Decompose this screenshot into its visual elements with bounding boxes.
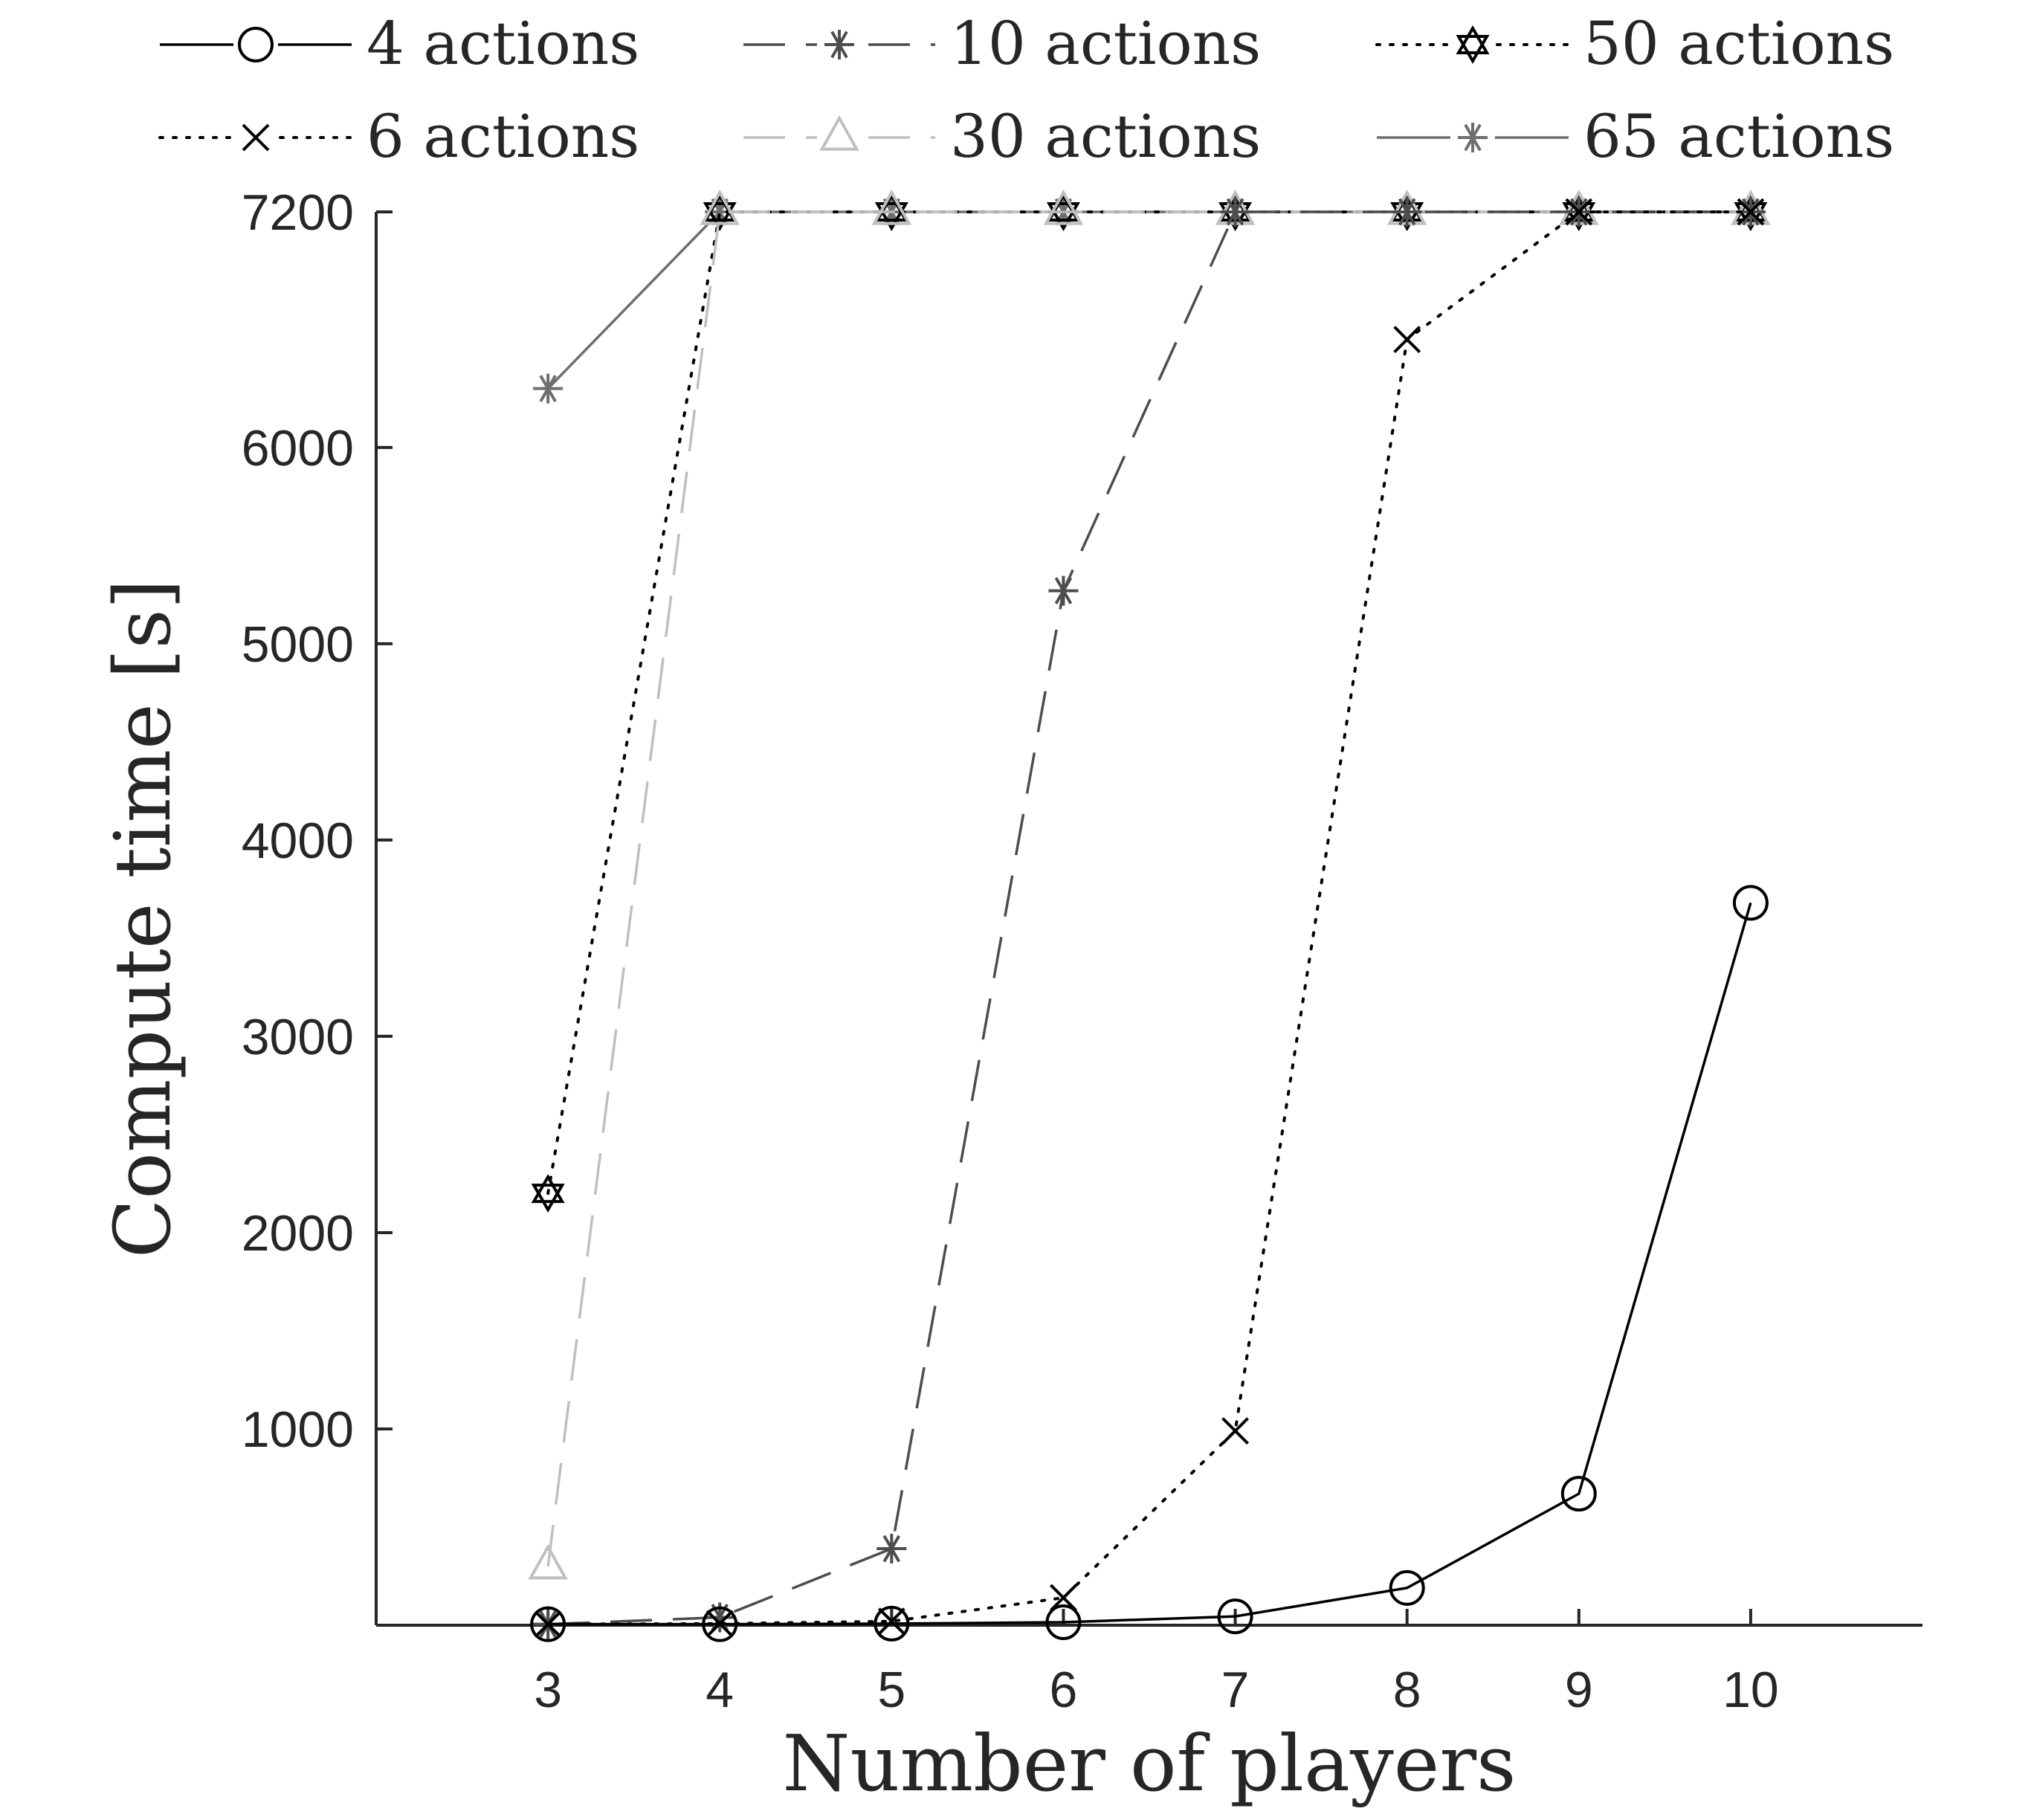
legend-entry: 10 actions [743,9,1261,78]
data-point [1050,1584,1077,1612]
legend-marker [242,123,270,152]
series-line [546,210,1751,390]
x-tick-label: 7 [1221,1662,1250,1718]
series-line [546,210,1752,1626]
data-point [533,373,564,404]
data-point [1392,197,1422,227]
legend-marker [1456,25,1490,65]
data-point [1217,1598,1253,1635]
legend-label: 6 actions [367,102,639,171]
data-point [705,197,735,227]
y-ticks: 1000 2000 3000 4000 5000 6000 7200 [242,184,393,1458]
data-point [877,1607,905,1636]
legend-entry: 6 actions [158,102,639,171]
legend-marker [824,30,854,59]
x-tick-label: 8 [1393,1662,1421,1718]
x-tick-label: 5 [877,1662,905,1718]
legend-marker [238,27,274,62]
data-point [1560,1476,1597,1512]
data-point [874,1605,910,1642]
data-point [528,1543,568,1580]
series-line [548,902,1752,1626]
data-point [876,1534,907,1564]
legend-label: 4 actions [367,9,639,78]
data-point [530,1606,566,1642]
legend-label: 10 actions [950,9,1261,78]
y-tick-label: 4000 [242,813,354,869]
x-tick-label: 3 [534,1662,562,1718]
data-point [534,1610,562,1639]
series-6-actions [534,198,1765,1639]
y-tick-label: 3000 [242,1009,354,1065]
x-tick-label: 6 [1050,1662,1078,1718]
legend-marker [819,114,859,151]
legend-label: 50 actions [1583,9,1894,78]
legend-label: 65 actions [1583,102,1894,171]
series-line [546,210,1752,1195]
y-tick-label: 6000 [242,420,354,477]
legend-entry: 65 actions [1377,102,1894,171]
legend-entry: 4 actions [160,9,639,78]
y-tick-label: 1000 [242,1401,354,1458]
series-10-actions [533,197,1766,1639]
y-tick-label: 2000 [242,1205,354,1262]
data-point [1045,1604,1082,1641]
data-point [871,189,912,225]
data-point [1732,885,1769,921]
legend-label: 30 actions [950,102,1261,171]
data-point [1048,575,1079,606]
data-point [531,1174,565,1213]
legend-marker [1458,123,1488,152]
y-tick-label: 5000 [242,616,354,673]
data-point [1389,1569,1425,1606]
y-tick-label: 7200 [242,184,354,241]
x-tick-label: 4 [706,1662,734,1718]
y-axis-title: Compute time [s] [97,579,188,1259]
legend: 4 actions 6 actions 10 actions 30 actions 50… [158,9,1894,171]
axes: 1000 2000 3000 4000 5000 6000 7200 3 4 5 6 7 8 9 10 N… [97,184,1922,1809]
legend-entry: 50 actions [1375,9,1894,78]
data-point [705,1602,735,1633]
x-tick-label: 10 [1723,1662,1779,1718]
data-point [1565,198,1593,226]
data-point [1393,326,1421,354]
x-axis-title: Number of players [783,1718,1517,1809]
data-point [1737,198,1765,226]
series-line [548,210,1751,1626]
series-line [546,210,1751,1567]
data-point [702,1606,738,1642]
data-point [1043,189,1084,225]
series [528,189,1771,1642]
series-4-actions [530,885,1769,1642]
data-point [1220,197,1250,227]
legend-entry: 30 actions [743,102,1261,171]
series-50-actions [531,192,1768,1213]
data-point [700,189,740,225]
data-point [1221,1417,1249,1445]
x-tick-label: 9 [1565,1662,1593,1718]
